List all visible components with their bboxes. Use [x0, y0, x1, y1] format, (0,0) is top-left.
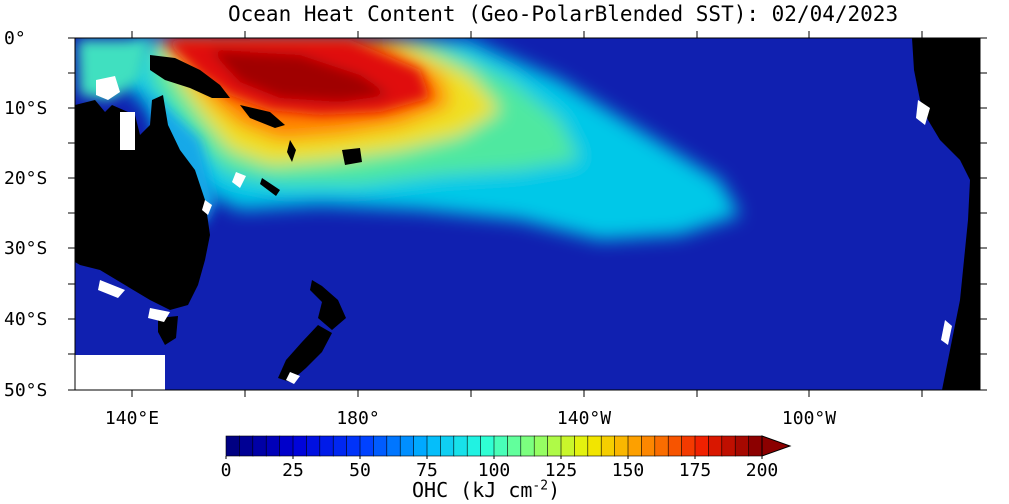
colorbar-cell	[466, 435, 482, 457]
lat-label-20s: 20°S	[4, 168, 48, 189]
colorbar-cell	[239, 435, 254, 457]
colorbar-cell	[265, 435, 281, 457]
colorbar-cell	[748, 435, 763, 457]
colorbar-cell	[373, 435, 388, 457]
colorbar-cell	[667, 435, 683, 457]
new-zealand-south-island	[278, 325, 332, 382]
colorbar-cell	[641, 435, 656, 457]
tasmania-landmass	[158, 316, 178, 345]
solomon-islands	[240, 105, 285, 128]
colorbar-cell	[493, 435, 508, 457]
fiji-islands	[342, 148, 362, 165]
colorbar-cell	[292, 435, 307, 457]
map-frame	[74, 37, 981, 391]
new-zealand-north-island	[310, 280, 346, 330]
lon-label-100w: 100°W	[781, 408, 837, 429]
colorbar-unit-label: OHC (kJ cm-2)	[412, 478, 561, 502]
colorbar-cell	[574, 435, 589, 457]
colorbar-tick-125: 125	[544, 460, 578, 481]
colorbar-tick-25: 25	[282, 460, 304, 481]
colorbar-cell	[319, 435, 334, 457]
colorbar-cell	[681, 435, 696, 457]
south-america-landmass	[912, 38, 980, 390]
colorbar-cell	[627, 435, 642, 457]
colorbar-cell	[359, 435, 374, 457]
colorbar-cell	[520, 435, 535, 457]
map-title: Ocean Heat Content (Geo-PolarBlended SST…	[228, 2, 899, 26]
colorbar-cell	[413, 435, 428, 457]
ohc-band-darkred	[210, 50, 390, 102]
colorbar-tick-50: 50	[349, 460, 371, 481]
colorbar-cell	[721, 435, 736, 457]
australia-landmass	[75, 95, 210, 310]
colorbar-overflow-arrow	[761, 435, 792, 457]
colorbar-cell	[533, 435, 549, 457]
colorbar-cell	[399, 435, 415, 457]
colorbar-cell	[507, 435, 522, 457]
colorbar-cell	[346, 435, 361, 457]
lat-label-10s: 10°S	[4, 98, 48, 119]
new-caledonia	[260, 178, 280, 196]
vanuatu-islands	[287, 140, 296, 162]
colorbar-tick-175: 175	[678, 460, 712, 481]
colorbar-cell	[587, 435, 602, 457]
colorbar-cell	[480, 435, 495, 457]
colorbar-cell	[654, 435, 669, 457]
colorbar-cell	[734, 435, 750, 457]
lat-label-40s: 40°S	[4, 309, 48, 330]
colorbar-cell	[708, 435, 723, 457]
lon-label-140w: 140°W	[556, 408, 612, 429]
colorbar-cell	[386, 435, 401, 457]
lat-label-0: 0°	[4, 28, 26, 49]
lon-ticks	[131, 31, 923, 397]
colorbar-cell	[279, 435, 294, 457]
colorbar-tick-200: 200	[745, 460, 779, 481]
lon-label-140e: 140°E	[104, 408, 160, 429]
colorbar-cell	[225, 435, 240, 457]
colorbar-cell	[614, 435, 629, 457]
new-guinea-landmass	[150, 55, 230, 98]
colorbar-cell	[332, 435, 348, 457]
colorbar-cell	[547, 435, 562, 457]
colorbar-cell	[560, 435, 575, 457]
colorbar-cell	[426, 435, 441, 457]
colorbar-tick-75: 75	[416, 460, 438, 481]
colorbar-tick-0: 0	[220, 460, 232, 481]
colorbar-tick-100: 100	[477, 460, 511, 481]
colorbar-cell	[694, 435, 709, 457]
missing-data-area	[75, 355, 165, 390]
lat-label-30s: 30°S	[4, 238, 48, 259]
colorbar-cell	[600, 435, 616, 457]
colorbar-cell	[453, 435, 468, 457]
colorbar-cell	[440, 435, 455, 457]
colorbar-cell	[306, 435, 321, 457]
colorbar-tick-150: 150	[611, 460, 645, 481]
lon-label-180: 180°	[336, 408, 380, 429]
colorbar-cell	[252, 435, 267, 457]
lat-ticks	[68, 37, 987, 391]
lat-label-50s: 50°S	[4, 380, 48, 401]
